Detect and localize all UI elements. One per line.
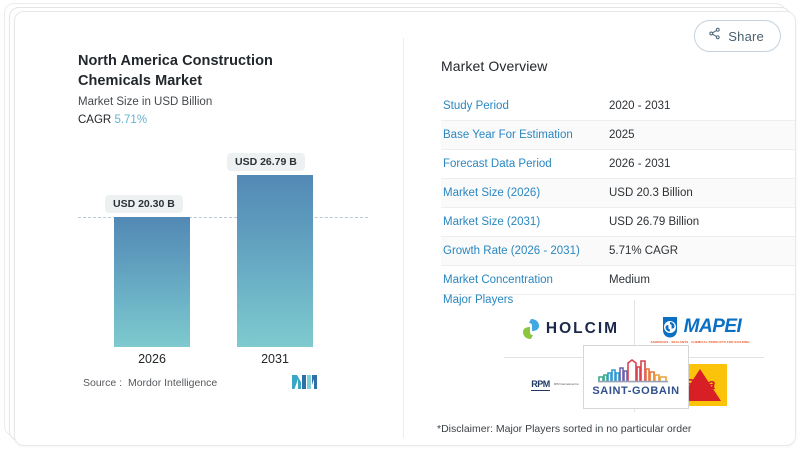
source-name: Mordor Intelligence — [127, 377, 218, 389]
overview-title: Market Overview — [441, 58, 548, 74]
row-value: USD 20.3 Billion — [609, 187, 693, 199]
row-value: 2026 - 2031 — [609, 158, 671, 170]
row-value: Medium — [609, 274, 650, 286]
panel-divider — [403, 38, 404, 438]
table-row: Forecast Data Period 2026 - 2031 — [441, 150, 795, 179]
row-value: 2025 — [609, 129, 635, 141]
player-logo-mapei: MAPEI ADHESIVES · SEALANTS · CHEMICAL PR… — [640, 305, 760, 353]
x-axis-tick-2031: 2031 — [261, 352, 289, 366]
row-key: Market Concentration — [443, 274, 553, 286]
x-axis-tick-2026: 2026 — [138, 352, 166, 366]
infographic-card: Share North America Construction Chemica… — [14, 11, 796, 446]
row-key: Growth Rate (2026 - 2031) — [443, 245, 580, 257]
player-logo-saint-gobain: SAINT-GOBAIN — [583, 345, 689, 409]
row-value: 5.71% CAGR — [609, 245, 679, 257]
player-name-sika: Sika — [684, 376, 716, 393]
player-name-holcim: HOLCIM — [545, 320, 620, 337]
share-button[interactable]: Share — [694, 20, 781, 52]
cagr-value: 5.71% — [114, 114, 148, 126]
player-logo-sika: Sika — [640, 362, 760, 408]
major-players-label: Major Players — [443, 294, 514, 306]
chart-source: Source : Mordor Intelligence — [83, 377, 217, 389]
bar-value-label-2031: USD 26.79 B — [227, 153, 305, 171]
chart-title: North America Construction Chemicals Mar… — [78, 53, 273, 89]
rpm-tagline: RPM International Inc. — [553, 383, 580, 387]
table-row: Base Year For Estimation 2025 — [441, 121, 795, 150]
row-value: USD 26.79 Billion — [609, 216, 700, 228]
chart-cagr: CAGR 5.71% — [78, 114, 147, 126]
table-row: Market Size (2026) USD 20.3 Billion — [441, 179, 795, 208]
row-key: Base Year For Estimation — [443, 129, 573, 141]
bar-2026[interactable] — [114, 217, 190, 347]
major-players-logo-grid: HOLCIM MAPEI — [504, 300, 764, 420]
overview-panel: Market Overview Study Period 2020 - 2031… — [419, 12, 795, 445]
cagr-label: CAGR — [78, 114, 112, 126]
row-key: Study Period — [443, 100, 509, 112]
row-key: Market Size (2031) — [443, 216, 541, 228]
bar-value-label-2026: USD 20.30 B — [105, 195, 183, 213]
row-key: Forecast Data Period — [443, 158, 552, 170]
saint-gobain-skyline-icon — [598, 359, 668, 383]
row-key: Market Size (2026) — [443, 187, 541, 199]
share-icon — [708, 27, 721, 45]
mapei-mark-icon — [662, 316, 677, 337]
disclaimer-text: *Disclaimer: Major Players sorted in no … — [437, 423, 692, 435]
row-value: 2020 - 2031 — [609, 100, 671, 112]
table-row: Growth Rate (2026 - 2031) 5.71% CAGR — [441, 237, 795, 266]
mapei-tagline: ADHESIVES · SEALANTS · CHEMICAL PRODUCTS… — [650, 339, 750, 344]
player-logo-holcim: HOLCIM — [510, 305, 630, 353]
chart-panel: North America Construction Chemicals Mar… — [15, 12, 389, 445]
share-button-label: Share — [728, 28, 764, 44]
player-name-rpm: RPM — [531, 379, 550, 391]
sika-badge: Sika — [673, 364, 727, 406]
holcim-mark-icon — [522, 319, 539, 339]
player-logo-rpm: RPM RPM International Inc. — [510, 362, 630, 408]
table-row: Market Size (2031) USD 26.79 Billion — [441, 208, 795, 237]
table-row: Market Concentration Medium — [441, 266, 795, 295]
sika-triangle-icon — [679, 369, 721, 401]
bar-2031[interactable] — [237, 175, 313, 347]
player-name-saint-gobain: SAINT-GOBAIN — [592, 385, 680, 397]
source-label: Source : — [83, 377, 123, 389]
table-row: Study Period 2020 - 2031 — [441, 92, 795, 121]
player-name-mapei: MAPEI — [683, 315, 742, 337]
bar-chart-plot: USD 20.30 B USD 26.79 B 2026 2031 — [78, 142, 368, 366]
mordor-intelligence-logo-icon — [292, 375, 318, 390]
overview-table: Study Period 2020 - 2031 Base Year For E… — [441, 92, 795, 295]
chart-subtitle: Market Size in USD Billion — [78, 96, 213, 108]
reference-dashed-line — [78, 217, 368, 218]
